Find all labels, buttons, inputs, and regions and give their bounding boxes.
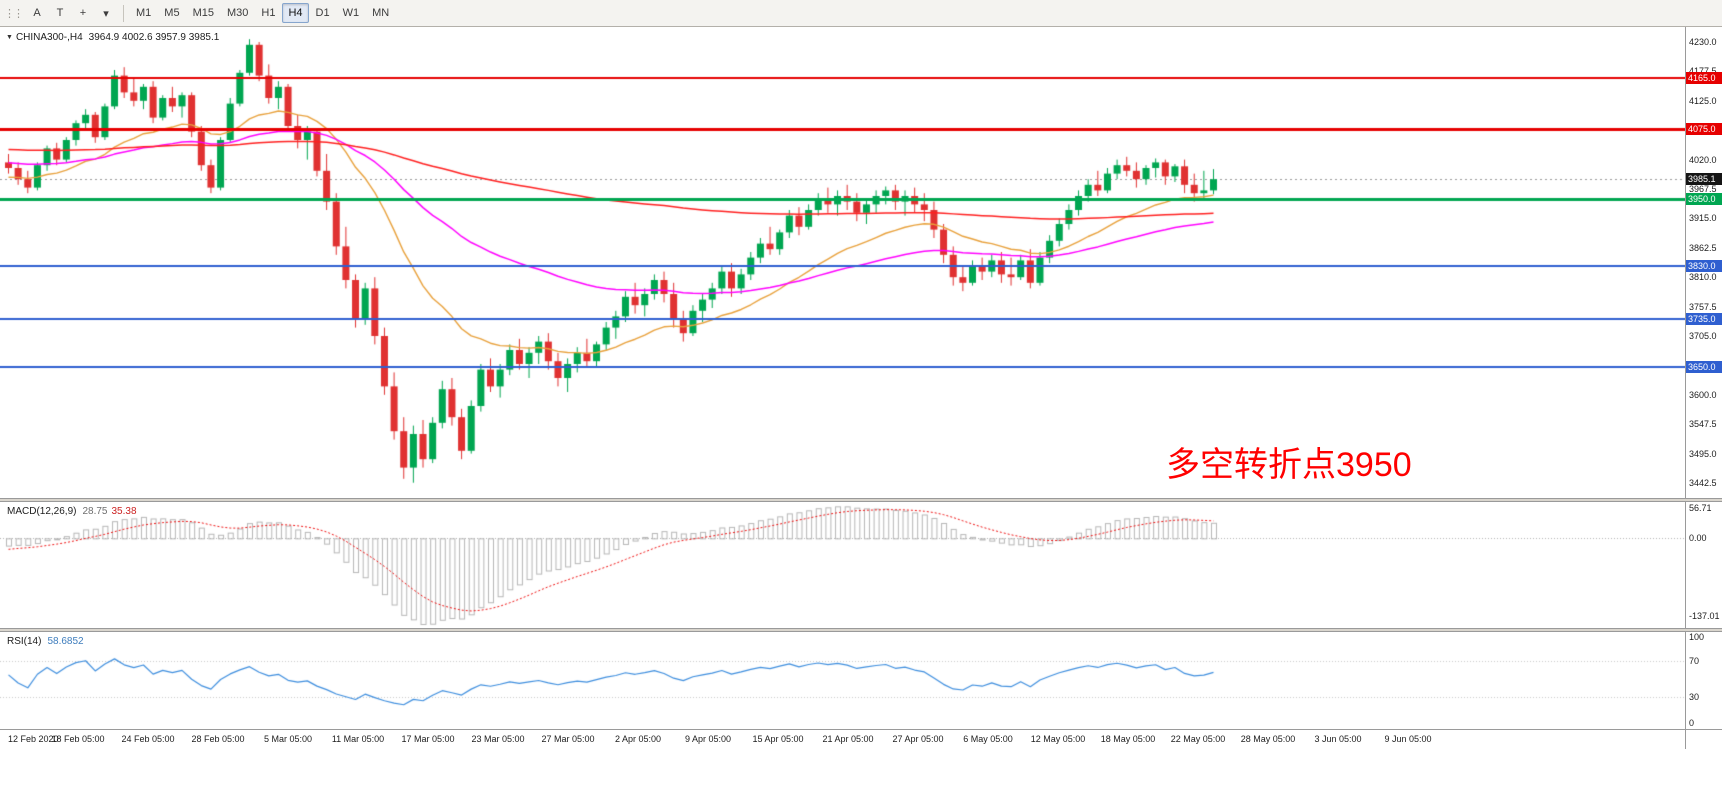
- chart-ohlc-values: 3964.9 4002.6 3957.9 3985.1: [88, 32, 220, 43]
- time-axis-label: 3 Jun 05:00: [1314, 734, 1362, 744]
- chart-symbol-header: ▼ CHINA300-,H4 3964.9 4002.6 3957.9 3985.1: [6, 32, 219, 43]
- toolbar-grip-icon[interactable]: ⋮⋮: [4, 7, 24, 20]
- text-label-tool-button[interactable]: A: [33, 7, 41, 19]
- macd-indicator-panel: MACD(12,26,9) 28.75 35.38 56.71 0.00 -137.01: [0, 502, 1722, 628]
- rsi-value: 58.6852: [47, 636, 84, 647]
- chart-annotation-text[interactable]: 多空转折点3950: [1166, 446, 1412, 484]
- chart-symbol-label: CHINA300-,H4: [15, 32, 83, 43]
- rsi-scale-label: 100: [1689, 632, 1705, 642]
- price-scale-label: 3810.0: [1689, 272, 1717, 283]
- rsi-scale[interactable]: 100 70 30 0: [1685, 632, 1722, 729]
- time-axis-label: 9 Jun 05:00: [1384, 734, 1432, 744]
- macd-title: MACD(12,26,9): [7, 506, 77, 517]
- panel-splitter[interactable]: [0, 498, 1722, 502]
- tool-button-group: A T + ▾: [26, 3, 117, 23]
- price-badge: 3735.0: [1686, 313, 1722, 326]
- price-badge: 3650.0: [1686, 360, 1722, 373]
- time-axis-label: 15 Apr 05:00: [752, 734, 804, 744]
- price-badge: 3985.1: [1686, 173, 1722, 186]
- time-axis-label: 24 Feb 05:00: [121, 734, 175, 744]
- rsi-indicator-panel: RSI(14) 58.6852 100 70 30 0: [0, 632, 1722, 729]
- time-axis-label: 22 May 05:00: [1170, 734, 1226, 744]
- time-axis-label: 28 May 05:00: [1240, 734, 1296, 744]
- price-scale-label: 4020.0: [1689, 154, 1717, 165]
- chart-dropdown-icon[interactable]: ▼: [6, 34, 13, 41]
- price-scale-label: 4230.0: [1689, 37, 1717, 47]
- timeframe-button-d1[interactable]: D1: [315, 7, 330, 19]
- time-axis[interactable]: 12 Feb 2020 18 Feb 05:00 24 Feb 05:00 28 Fe…: [0, 729, 1722, 749]
- time-axis-label: 12 May 05:00: [1030, 734, 1086, 744]
- timeframe-button-m30[interactable]: M30: [226, 7, 249, 19]
- time-axis-label: 28 Feb 05:00: [191, 734, 245, 744]
- price-scale[interactable]: 4230.04177.54125.04072.54020.03967.53915…: [1685, 27, 1722, 498]
- rsi-scale-label: 30: [1689, 691, 1700, 702]
- price-badge: 3950.0: [1686, 192, 1722, 205]
- macd-main-value: 28.75: [82, 506, 108, 517]
- time-axis-label: 2 Apr 05:00: [614, 734, 662, 744]
- rsi-canvas[interactable]: [0, 632, 1685, 729]
- price-chart-panel: ▼ CHINA300-,H4 3964.9 4002.6 3957.9 3985.1…: [0, 27, 1722, 498]
- time-axis-label: 9 Apr 05:00: [684, 734, 732, 744]
- timeframe-button-h4[interactable]: H4: [282, 3, 309, 23]
- price-scale-label: 3757.5: [1689, 301, 1717, 312]
- price-scale-label: 3967.5: [1689, 184, 1717, 194]
- rsi-scale-label: 0: [1689, 718, 1695, 728]
- price-scale-label: 4125.0: [1689, 95, 1717, 106]
- price-scale-label: 3862.5: [1689, 242, 1717, 253]
- price-scale-label: 3705.0: [1689, 331, 1717, 341]
- toolbar-separator: [123, 4, 124, 22]
- rsi-header: RSI(14) 58.6852: [7, 636, 84, 647]
- time-axis-label: 27 Apr 05:00: [892, 734, 944, 744]
- timeframe-button-mn[interactable]: MN: [372, 7, 390, 19]
- macd-scale-label: -137.01: [1689, 611, 1720, 622]
- time-axis-label: 21 Apr 05:00: [822, 734, 874, 744]
- time-axis-label: 17 Mar 05:00: [401, 734, 455, 744]
- macd-header: MACD(12,26,9) 28.75 35.38: [7, 506, 137, 517]
- macd-signal-value: 35.38: [111, 506, 137, 517]
- timeframe-button-w1[interactable]: W1: [342, 7, 360, 19]
- crosshair-tool-button[interactable]: +: [79, 7, 87, 19]
- shapes-dropdown-button[interactable]: ▾: [103, 7, 109, 20]
- price-badge: 3830.0: [1686, 260, 1722, 272]
- time-axis-corner: [1685, 730, 1722, 749]
- timeframe-button-h1[interactable]: H1: [261, 7, 276, 19]
- macd-scale-label: 56.71: [1689, 503, 1712, 513]
- macd-scale[interactable]: 56.71 0.00 -137.01: [1685, 502, 1722, 628]
- time-axis-label: 5 Mar 05:00: [263, 734, 313, 744]
- time-axis-label: 11 Mar 05:00: [331, 734, 385, 744]
- top-toolbar: ⋮⋮ A T + ▾ M1 M5 M15 M30 H1 H4 D1 W1 MN: [0, 0, 1722, 27]
- time-axis-label: 23 Mar 05:00: [471, 734, 525, 744]
- price-chart-canvas[interactable]: [0, 27, 1685, 498]
- timeframe-button-m15[interactable]: M15: [192, 7, 214, 19]
- timeframe-button-m5[interactable]: M5: [164, 7, 180, 19]
- timeframe-button-group: M1 M5 M15 M30 H1 H4 D1 W1 MN: [130, 3, 395, 23]
- price-badge: 4165.0: [1686, 72, 1722, 85]
- macd-scale-label: 0.00: [1689, 533, 1707, 544]
- timeframe-button-m1[interactable]: M1: [136, 7, 152, 19]
- time-axis-label: 18 Feb 05:00: [51, 734, 105, 744]
- price-scale-label: 3600.0: [1689, 389, 1717, 400]
- rsi-scale-label: 70: [1689, 656, 1700, 667]
- price-scale-label: 3915.0: [1689, 213, 1717, 224]
- rsi-title: RSI(14): [7, 636, 42, 647]
- price-scale-label: 3547.5: [1689, 419, 1717, 430]
- macd-canvas[interactable]: [0, 502, 1685, 628]
- price-badge: 4075.0: [1686, 122, 1722, 135]
- time-axis-label: 18 May 05:00: [1100, 734, 1156, 744]
- panel-splitter[interactable]: [0, 628, 1722, 632]
- price-scale-label: 3495.0: [1689, 448, 1717, 459]
- time-axis-label: 6 May 05:00: [963, 734, 1013, 744]
- price-scale-label: 3442.5: [1689, 478, 1717, 488]
- time-axis-label: 27 Mar 05:00: [541, 734, 595, 744]
- price-scale-label: 4177.5: [1689, 66, 1717, 77]
- time-axis-label: 12 Feb 2020: [8, 734, 59, 744]
- text-tool-button[interactable]: T: [56, 7, 64, 19]
